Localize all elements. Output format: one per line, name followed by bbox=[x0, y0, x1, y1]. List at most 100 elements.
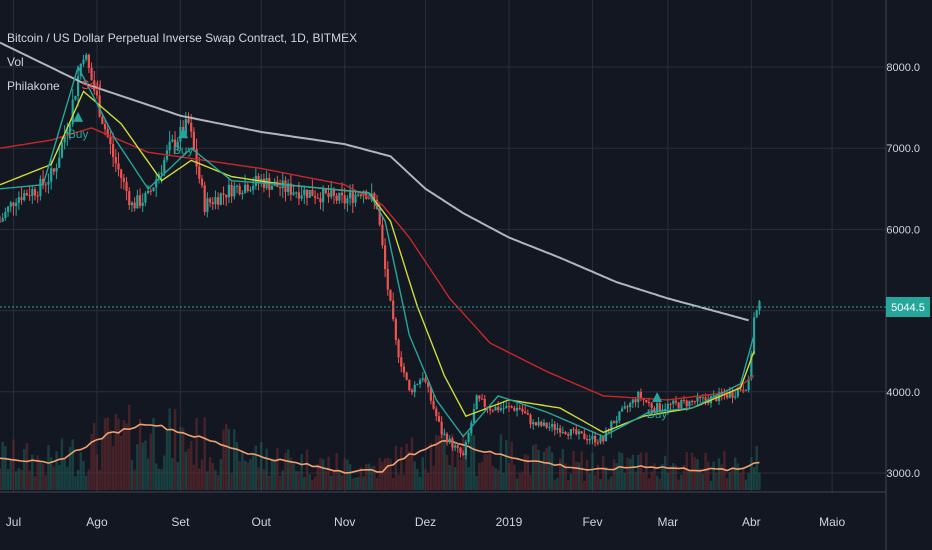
candle-body bbox=[537, 421, 540, 426]
volume-bar bbox=[731, 468, 734, 490]
candle-body bbox=[76, 76, 80, 96]
candle-body bbox=[518, 407, 521, 409]
series-line-ema-fast bbox=[0, 65, 755, 438]
volume-bar bbox=[470, 428, 473, 490]
candle-body bbox=[222, 193, 225, 195]
candle-body bbox=[252, 185, 255, 190]
candle-body bbox=[548, 426, 551, 428]
candle-body bbox=[607, 431, 610, 433]
candle-body bbox=[295, 192, 298, 194]
volume-bar bbox=[521, 471, 524, 490]
candle-body bbox=[502, 408, 505, 410]
volume-bar bbox=[615, 463, 618, 490]
signal-label-buy: Buy bbox=[647, 407, 668, 421]
legend-indicator-philakone[interactable]: Philakone bbox=[7, 79, 60, 93]
volume-bar bbox=[459, 459, 462, 490]
volume-bar bbox=[171, 457, 174, 490]
candle-body bbox=[612, 421, 616, 424]
volume-bar bbox=[499, 434, 503, 490]
candle-body bbox=[674, 400, 678, 403]
volume-bar bbox=[101, 438, 104, 490]
candle-body bbox=[219, 193, 222, 205]
candle-body bbox=[208, 198, 212, 203]
legend-indicator-vol[interactable]: Vol bbox=[7, 55, 24, 69]
candle-body bbox=[381, 224, 384, 246]
candle-body bbox=[227, 184, 231, 198]
candle-body bbox=[443, 433, 446, 435]
candle-body bbox=[494, 406, 497, 411]
candle-body bbox=[25, 193, 29, 196]
series-line-ma200 bbox=[0, 41, 749, 322]
volume-bar bbox=[540, 463, 543, 490]
candle-body bbox=[408, 379, 411, 391]
volume-bar bbox=[610, 476, 613, 490]
volume-bar bbox=[321, 459, 325, 490]
volume-bar bbox=[424, 469, 427, 490]
volume-bar bbox=[198, 468, 201, 490]
volume-bar bbox=[389, 458, 392, 490]
volume-bar bbox=[645, 452, 648, 490]
candle-body bbox=[696, 396, 699, 402]
candle-body bbox=[71, 99, 74, 125]
volume-bar bbox=[82, 461, 85, 490]
volume-bar bbox=[273, 459, 276, 490]
candle-body bbox=[187, 119, 190, 123]
volume-bar bbox=[733, 457, 737, 490]
candle-body bbox=[217, 197, 220, 205]
candle-body bbox=[52, 168, 55, 172]
x-tick-label: Nov bbox=[334, 515, 355, 529]
volume-bar bbox=[39, 461, 42, 490]
candle-body bbox=[122, 178, 125, 182]
volume-bar bbox=[693, 457, 696, 490]
volume-bar bbox=[289, 457, 293, 490]
volume-bar bbox=[276, 447, 279, 490]
candle-body bbox=[580, 431, 583, 434]
volume-bar bbox=[739, 472, 742, 490]
volume-bar bbox=[655, 475, 659, 490]
volume-bar bbox=[529, 474, 532, 490]
volume-bar bbox=[755, 445, 758, 490]
candle-body bbox=[1, 218, 4, 222]
volume-bar bbox=[505, 440, 508, 490]
candle-body bbox=[386, 268, 389, 290]
volume-bar bbox=[74, 476, 77, 490]
volume-bar bbox=[618, 452, 621, 490]
volume-bar bbox=[20, 470, 23, 490]
series-line-ema-slow bbox=[0, 127, 755, 401]
candle-body bbox=[445, 433, 449, 443]
candle-body bbox=[311, 190, 314, 197]
volume-bar bbox=[588, 473, 591, 490]
candle-body bbox=[235, 185, 239, 187]
volume-bar bbox=[184, 451, 188, 490]
volume-bar bbox=[704, 452, 707, 490]
candle-body bbox=[545, 422, 548, 428]
x-tick-label: Dez bbox=[415, 515, 436, 529]
candle-body bbox=[397, 339, 400, 358]
candle-body bbox=[133, 202, 136, 209]
volume-bar bbox=[556, 477, 559, 490]
candle-body bbox=[701, 397, 704, 399]
volume-bar bbox=[486, 454, 489, 490]
volume-bar bbox=[313, 476, 317, 490]
candle-body bbox=[85, 54, 88, 60]
candle-body bbox=[6, 206, 10, 212]
candle-body bbox=[604, 431, 608, 442]
volume-bar bbox=[497, 469, 500, 490]
candle-body bbox=[313, 196, 317, 198]
volume-bar bbox=[149, 433, 153, 490]
candle-body bbox=[173, 139, 177, 148]
volume-bar bbox=[451, 433, 454, 490]
candle-body bbox=[346, 198, 349, 204]
chart-legend: Bitcoin / US Dollar Perpetual Inverse Sw… bbox=[7, 26, 357, 98]
volume-bar bbox=[260, 441, 263, 490]
volume-bar bbox=[650, 471, 653, 490]
volume-bar bbox=[23, 448, 26, 490]
volume-bar bbox=[284, 452, 287, 490]
volume-bar bbox=[709, 480, 713, 490]
candle-body bbox=[645, 399, 648, 403]
candle-body bbox=[243, 184, 247, 193]
volume-bar bbox=[203, 417, 206, 490]
y-tick-label: 7000.0 bbox=[886, 143, 920, 155]
x-tick-label: Abr bbox=[742, 515, 761, 529]
